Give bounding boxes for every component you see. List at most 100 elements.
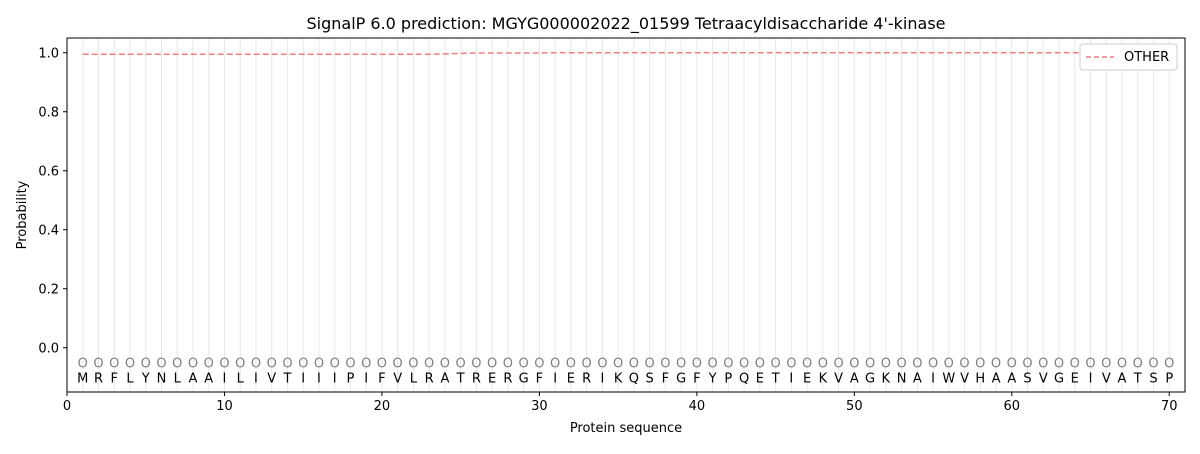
- label-marker: O: [125, 357, 135, 372]
- residue-label: A: [440, 371, 449, 386]
- residue-label: A: [1007, 371, 1016, 386]
- residue-label: Y: [141, 371, 150, 386]
- residue-label: V: [1102, 371, 1111, 386]
- residue-label: L: [126, 371, 134, 386]
- residue-label: R: [472, 371, 481, 386]
- x-tick-label: 40: [689, 399, 706, 414]
- residue-label: V: [267, 371, 276, 386]
- residue-label: A: [850, 371, 859, 386]
- residue-label: A: [189, 371, 198, 386]
- label-marker: O: [645, 357, 655, 372]
- residue-label: S: [1149, 371, 1157, 386]
- label-marker: O: [172, 357, 182, 372]
- residue-label: E: [756, 371, 764, 386]
- residue-label: P: [724, 371, 732, 386]
- label-marker: O: [881, 357, 891, 372]
- label-marker: O: [550, 357, 560, 372]
- residue-label: M: [77, 371, 88, 386]
- residue-label: S: [645, 371, 653, 386]
- label-marker: O: [818, 357, 828, 372]
- residue-label: E: [567, 371, 575, 386]
- residue-label: I: [1089, 371, 1093, 386]
- residue-label: I: [364, 371, 368, 386]
- residue-label: A: [913, 371, 922, 386]
- label-marker: O: [597, 357, 607, 372]
- label-marker: O: [361, 357, 371, 372]
- label-marker: O: [959, 357, 969, 372]
- y-tick-label: 1.0: [38, 46, 59, 61]
- residue-label: N: [157, 371, 167, 386]
- label-marker: O: [314, 357, 324, 372]
- y-tick-label: 0.4: [38, 223, 59, 238]
- residue-label: V: [960, 371, 969, 386]
- label-marker: O: [770, 357, 780, 372]
- label-marker: O: [1101, 357, 1111, 372]
- residue-label: R: [503, 371, 512, 386]
- label-marker: O: [519, 357, 529, 372]
- label-marker: O: [1070, 357, 1080, 372]
- label-marker: O: [408, 357, 418, 372]
- residue-label: A: [992, 371, 1001, 386]
- label-marker: O: [534, 357, 544, 372]
- label-marker: O: [188, 357, 198, 372]
- residue-label: Q: [739, 371, 749, 386]
- label-marker: O: [251, 357, 261, 372]
- label-marker: O: [975, 357, 985, 372]
- residue-label: F: [693, 371, 700, 386]
- residue-label: L: [410, 371, 418, 386]
- label-marker: O: [330, 357, 340, 372]
- residue-label: H: [975, 371, 985, 386]
- label-marker: O: [345, 357, 355, 372]
- label-marker: O: [1038, 357, 1048, 372]
- label-marker: O: [235, 357, 245, 372]
- y-tick-label: 0.8: [38, 105, 59, 120]
- label-marker: O: [503, 357, 513, 372]
- residue-label: R: [94, 371, 103, 386]
- residue-label: S: [1023, 371, 1031, 386]
- label-marker: O: [1022, 357, 1032, 372]
- label-marker: O: [204, 357, 214, 372]
- x-tick-label: 30: [531, 399, 548, 414]
- label-marker: O: [471, 357, 481, 372]
- label-marker: O: [282, 357, 292, 372]
- label-marker: O: [1133, 357, 1143, 372]
- residue-label: I: [931, 371, 935, 386]
- residue-label: T: [282, 371, 291, 386]
- residue-label: V: [834, 371, 843, 386]
- residue-label: F: [110, 371, 117, 386]
- label-marker: O: [1164, 357, 1174, 372]
- y-tick-label: 0.6: [38, 164, 59, 179]
- label-marker: O: [739, 357, 749, 372]
- label-marker: O: [267, 357, 277, 372]
- label-marker: O: [660, 357, 670, 372]
- plot-frame: [66, 37, 1186, 393]
- label-marker: O: [629, 357, 639, 372]
- legend-label-other: OTHER: [1124, 50, 1169, 65]
- residue-label: I: [223, 371, 227, 386]
- residue-label: K: [882, 371, 891, 386]
- residue-label: R: [425, 371, 434, 386]
- label-marker: O: [833, 357, 843, 372]
- label-marker: O: [156, 357, 166, 372]
- x-tick-label: 70: [1161, 399, 1178, 414]
- label-marker: O: [865, 357, 875, 372]
- chart-title: SignalP 6.0 prediction: MGYG000002022_01…: [307, 14, 946, 34]
- residue-label: T: [1133, 371, 1142, 386]
- label-marker: O: [109, 357, 119, 372]
- x-tick-label: 20: [374, 399, 391, 414]
- label-marker: O: [1007, 357, 1017, 372]
- label-marker: O: [566, 357, 576, 372]
- label-marker: O: [723, 357, 733, 372]
- residue-label: R: [582, 371, 591, 386]
- residue-label: I: [553, 371, 557, 386]
- residue-label: G: [1054, 371, 1064, 386]
- residue-label: N: [897, 371, 907, 386]
- residue-label: Y: [708, 371, 717, 386]
- label-marker: O: [676, 357, 686, 372]
- label-marker: O: [440, 357, 450, 372]
- residue-label: G: [865, 371, 875, 386]
- label-marker: O: [219, 357, 229, 372]
- x-axis-label: Protein sequence: [570, 421, 682, 436]
- label-marker: O: [487, 357, 497, 372]
